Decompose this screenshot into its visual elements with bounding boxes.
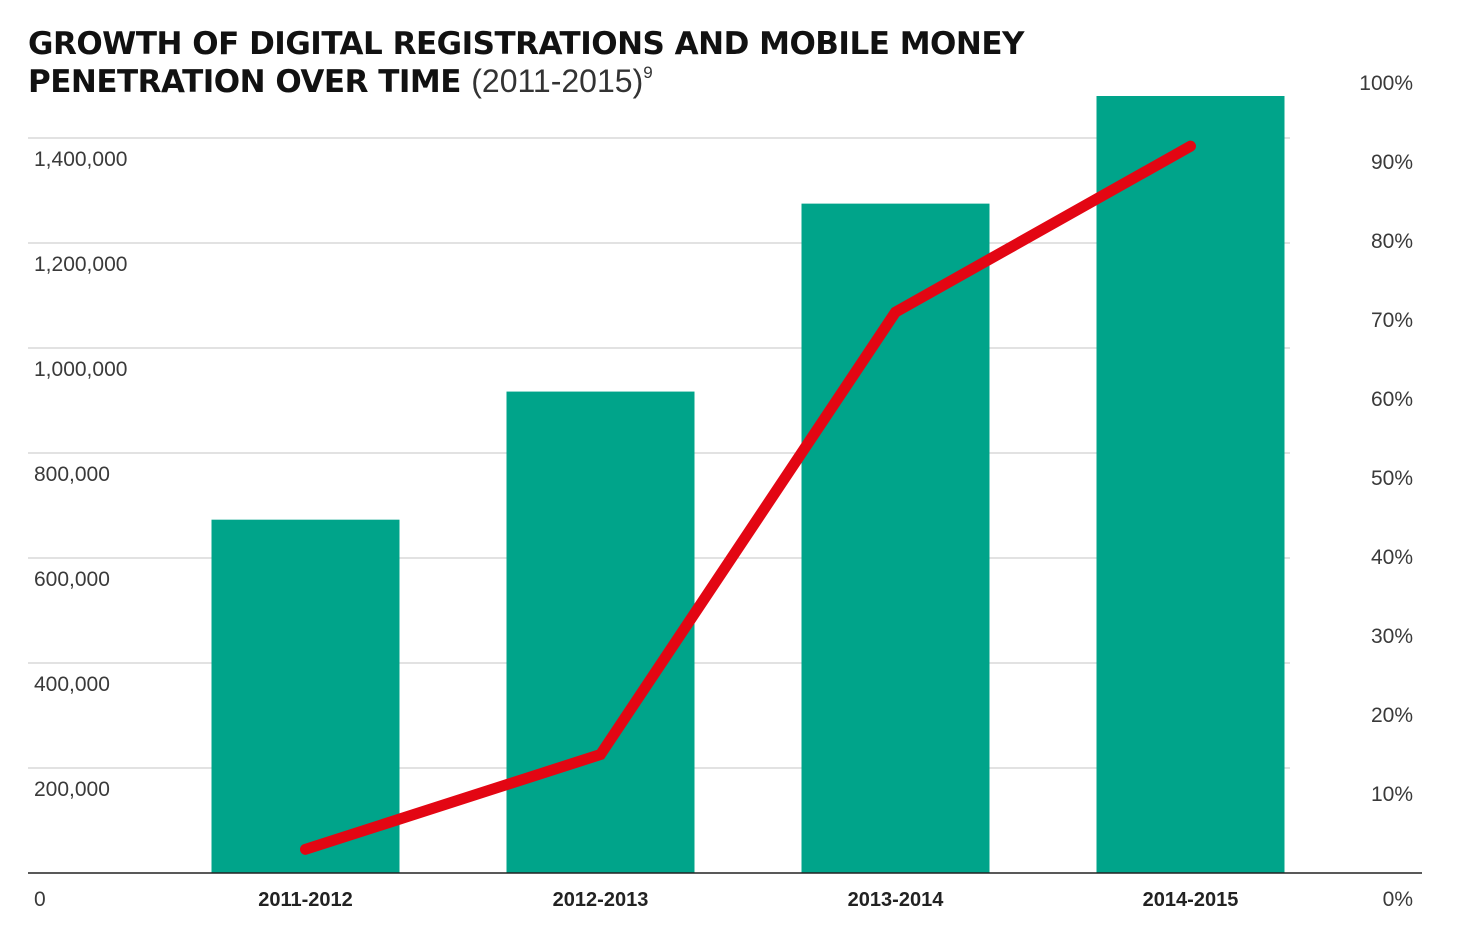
bar-2013-2014 (801, 203, 990, 873)
x-axis-labels: 2011-2012 2012-2013 2013-2014 2014-2015 (258, 889, 1238, 911)
penetration-line (300, 140, 1196, 855)
line-point-2011-2012 (305, 848, 306, 850)
bar-2012-2013 (506, 391, 695, 873)
right-tick-label-40: 40% (1371, 546, 1413, 569)
left-tick-label-1000000: 1,000,000 (34, 358, 127, 381)
left-tick-label-0: 0 (34, 888, 46, 911)
left-tick-label-400000: 400,000 (34, 673, 110, 696)
right-tick-label-20: 20% (1371, 704, 1413, 727)
bar-series (211, 96, 1285, 873)
right-y-axis-labels: 0% 10% 20% 30% 40% 50% 60% 70% 80% 90% 100% (1359, 72, 1413, 911)
x-tick-label-2011-2012: 2011-2012 (258, 889, 353, 911)
left-tick-label-1400000: 1,400,000 (34, 148, 127, 171)
right-tick-label-10: 10% (1371, 783, 1413, 806)
x-tick-label-2013-2014: 2013-2014 (848, 889, 945, 911)
left-y-axis-labels: 0 200,000 400,000 600,000 800,000 1,000,000 1,… (34, 148, 127, 911)
right-tick-label-60: 60% (1371, 388, 1413, 411)
x-tick-label-2014-2015: 2014-2015 (1143, 889, 1239, 911)
footnote-marker: 9 (643, 63, 653, 82)
right-tick-label-100: 100% (1359, 72, 1413, 95)
chart-title: GROWTH OF DIGITAL REGISTRATIONS AND MOBI… (28, 26, 1024, 101)
x-tick-label-2012-2013: 2012-2013 (553, 889, 649, 911)
title-line-2: PENETRATION OVER TIME (28, 64, 461, 100)
penetration-line-series (300, 140, 1196, 855)
right-tick-label-90: 90% (1371, 151, 1413, 174)
bar-2011-2012 (211, 519, 400, 873)
right-tick-label-80: 80% (1371, 230, 1413, 253)
right-tick-label-50: 50% (1371, 467, 1413, 490)
left-tick-label-200000: 200,000 (34, 778, 110, 801)
line-point-2013-2014 (895, 311, 896, 313)
right-tick-label-30: 30% (1371, 625, 1413, 648)
chart-subtitle: (2011-2015) (471, 63, 644, 99)
line-point-2014-2015 (1190, 145, 1191, 147)
left-tick-label-800000: 800,000 (34, 463, 110, 486)
line-point-2012-2013 (600, 754, 601, 755)
title-line-1: GROWTH OF DIGITAL REGISTRATIONS AND MOBI… (28, 26, 1024, 62)
left-tick-label-1200000: 1,200,000 (34, 253, 127, 276)
right-tick-label-0: 0% (1383, 888, 1413, 911)
right-tick-label-70: 70% (1371, 309, 1413, 332)
bar-2014-2015 (1096, 96, 1285, 873)
left-tick-label-600000: 600,000 (34, 568, 110, 591)
